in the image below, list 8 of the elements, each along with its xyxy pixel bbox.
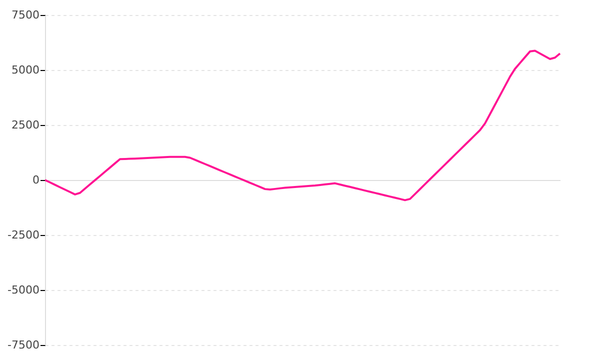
y-tick-label: -2500 xyxy=(8,228,40,242)
y-tick-label: 2500 xyxy=(12,118,40,132)
y-tick-label: -7500 xyxy=(8,338,40,352)
line-series xyxy=(45,50,561,202)
y-tick-label: 7500 xyxy=(12,8,40,22)
y-tick-label: 0 xyxy=(32,174,40,186)
y-tick-label: -5000 xyxy=(8,284,40,296)
y-tick-label: 5000 xyxy=(12,64,40,76)
